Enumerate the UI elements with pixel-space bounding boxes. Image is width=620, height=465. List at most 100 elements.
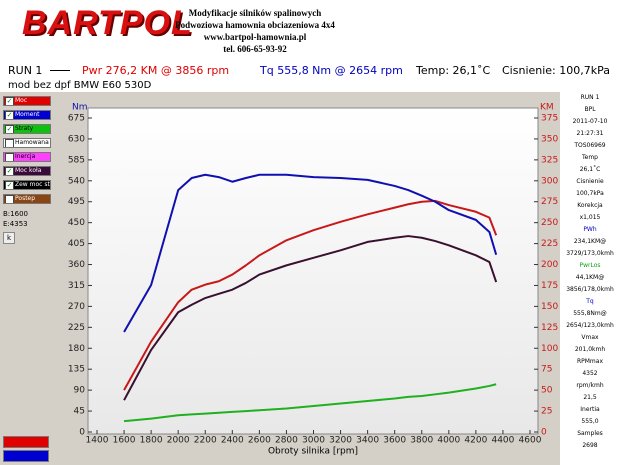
checkbox[interactable]: Inercja (3, 152, 51, 162)
y-tick-label: 225 (68, 323, 85, 333)
info-text: TOS06969 (574, 142, 606, 149)
y2-tick-label: 150 (541, 302, 558, 312)
info-text: 21:27:31 (576, 130, 604, 137)
x-tick-label: 2400 (221, 436, 244, 446)
info-text: RUN 1 (580, 94, 600, 101)
bottom-box (3, 436, 49, 448)
info-text: 555,0 (581, 418, 599, 425)
info-text: Tq (586, 298, 594, 305)
checkbox-label: Zew moc str (15, 181, 51, 188)
info-text: 3856/178,0kmh (566, 286, 614, 293)
y-tick-label: 540 (68, 176, 85, 186)
check[interactable] (5, 139, 14, 147)
run: RUN 1 (8, 64, 43, 77)
x-axis-label: Obroty silnika [rpm] (268, 447, 358, 457)
info-text: 234,1KM@ (573, 238, 607, 245)
y-tick-label: 90 (74, 386, 86, 396)
y-tick-label: 315 (68, 281, 85, 291)
header-line: www.bartpol-hamownia.pl (203, 32, 307, 42)
y2-tick-label: 25 (541, 407, 552, 417)
y-tick-label: 135 (68, 365, 85, 375)
checkbox-label: Hamowana (15, 139, 49, 146)
y-tick-label: 630 (68, 134, 85, 144)
y2-tick-label: 325 (541, 155, 558, 165)
y2-tick-label: 175 (541, 281, 558, 291)
check[interactable] (5, 153, 14, 161)
checkbox-label: Straty (15, 125, 34, 132)
x-tick-label: 1600 (113, 436, 136, 446)
y-tick-label: 495 (68, 197, 85, 207)
y2-tick-label: 225 (541, 239, 558, 249)
pressure: Cisnienie: 100,7kPa (502, 64, 611, 77)
y2-tick-label: 300 (541, 176, 558, 186)
info-text: x1,015 (579, 214, 601, 221)
torque-summary: Tq 555,8 Nm @ 2654 rpm (260, 64, 403, 77)
checkbox-label: Moc (15, 97, 28, 104)
checkbox[interactable]: ✓ Moc koła (3, 166, 51, 176)
y-axis-label: Nm (72, 103, 88, 113)
checkbox[interactable]: ✓ Moment (3, 110, 51, 120)
checkbox-label: Moment (15, 111, 40, 118)
header-line: Modyfikacje silników spalinowych (188, 8, 322, 18)
x-tick-label: 4600 (519, 436, 542, 446)
series-line (123, 235, 498, 401)
header-line: Podwoziowa hamownia obciazeniowa 4x4 (175, 20, 335, 30)
checkbox-label: Inercja (15, 153, 36, 160)
x-tick-label: 3000 (302, 436, 325, 446)
check[interactable]: ✓ (5, 125, 14, 133)
button[interactable]: k (3, 232, 15, 244)
info-text: 21,5 (583, 394, 597, 401)
info-text: PwrLos (579, 262, 601, 269)
y-tick-label: 360 (68, 260, 85, 270)
check[interactable]: ✓ (5, 111, 14, 119)
x-tick-label: 1800 (140, 436, 163, 446)
info-text: 4352 (582, 370, 598, 377)
power-summary: Pwr 276,2 KM @ 3856 rpm (82, 64, 230, 77)
summary: RUN 1 Pwr 276,2 KM @ 3856 rpm Tq 555,8 N… (0, 64, 620, 80)
checkbox[interactable]: Postep (3, 194, 51, 204)
y-tick-label: 450 (68, 218, 85, 228)
info-text: Inertia (580, 406, 600, 413)
info-text: 100,7kPa (576, 190, 604, 197)
y2-tick-label: 125 (541, 323, 558, 333)
y2-axis-label: KM (540, 103, 554, 113)
x-tick-label: 3200 (329, 436, 352, 446)
info-text: Temp (582, 154, 598, 161)
checkbox-label: Moc koła (15, 167, 42, 174)
checkbox[interactable]: Hamowana (3, 138, 51, 148)
x-tick-label: 1400 (86, 436, 109, 446)
x-tick-label: 4400 (491, 436, 514, 446)
checkbox[interactable]: ✓ Straty (3, 124, 51, 134)
info-text: 2698 (582, 442, 598, 449)
y2-tick-label: 0 (541, 428, 547, 438)
info-text: RPMmax (576, 358, 604, 365)
check[interactable] (5, 195, 14, 203)
y-tick-label: 180 (68, 344, 85, 354)
check[interactable]: ✓ (5, 167, 14, 175)
bottom-box (3, 450, 49, 462)
x-tick-label: 2000 (167, 436, 190, 446)
y2-tick-label: 275 (541, 197, 558, 207)
header: BARTPOL Modyfikacje silników spalinowych… (0, 0, 620, 92)
y-tick-label: 270 (68, 302, 85, 312)
series-line (123, 383, 497, 423)
series-line (123, 199, 498, 391)
info-text: Vmax (581, 334, 599, 341)
info-text: 2011-07-10 (572, 118, 608, 125)
checkbox[interactable]: ✓ Zew moc str (3, 180, 51, 190)
x-tick-label: 2800 (275, 436, 298, 446)
begin: B:1600 (3, 210, 28, 218)
y-tick-label: 585 (68, 155, 85, 165)
info-text: 555,8Nm@ (573, 310, 607, 317)
x-tick-label: 3600 (383, 436, 406, 446)
info-text: Korekcja (577, 202, 603, 209)
y2-tick-label: 100 (541, 344, 558, 354)
checkbox[interactable]: ✓ Moc (3, 96, 51, 106)
check[interactable]: ✓ (5, 181, 14, 189)
y2-tick-label: 250 (541, 218, 558, 228)
info-text: rpm/kmh (576, 382, 604, 389)
check[interactable]: ✓ (5, 97, 14, 105)
y2-tick-label: 350 (541, 134, 558, 144)
info-text: BPL (584, 106, 596, 113)
